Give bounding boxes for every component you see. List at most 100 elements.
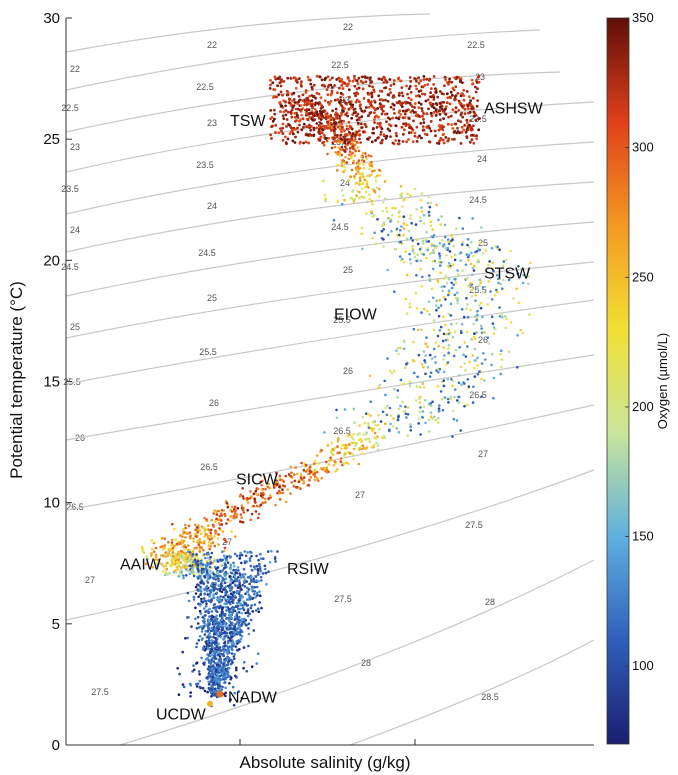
data-point	[188, 531, 192, 534]
data-point	[360, 115, 364, 119]
data-point	[451, 263, 455, 267]
data-point	[439, 136, 443, 140]
data-point	[329, 456, 332, 460]
data-point	[470, 251, 473, 255]
data-point	[472, 269, 476, 272]
data-point	[240, 561, 243, 565]
data-point	[215, 678, 218, 682]
data-point	[424, 342, 428, 345]
data-point	[428, 313, 431, 316]
data-point	[435, 244, 438, 248]
data-point	[189, 691, 192, 694]
data-point	[422, 213, 426, 217]
data-point	[166, 561, 169, 565]
data-point	[345, 161, 349, 164]
data-point	[440, 398, 444, 401]
data-point	[214, 581, 217, 585]
data-point	[456, 399, 459, 402]
data-point	[182, 574, 185, 577]
data-point	[286, 110, 290, 114]
data-point	[215, 645, 218, 649]
data-point	[442, 379, 446, 383]
data-point	[475, 331, 479, 334]
data-point	[498, 306, 501, 309]
data-point	[257, 516, 260, 520]
data-point	[406, 434, 410, 437]
data-point	[318, 75, 322, 79]
data-point	[207, 619, 211, 623]
data-point	[239, 629, 243, 632]
data-point	[258, 590, 261, 593]
data-point	[342, 110, 345, 113]
data-point	[208, 650, 212, 653]
colorbar-tick-label: 150	[632, 529, 654, 544]
data-point	[487, 342, 491, 345]
data-point	[329, 458, 333, 462]
data-point	[294, 135, 297, 139]
data-point	[428, 77, 432, 81]
data-point	[430, 287, 434, 291]
data-point	[348, 147, 352, 150]
data-point	[235, 591, 239, 595]
data-point	[472, 141, 476, 145]
data-point	[420, 363, 424, 366]
data-point	[349, 197, 352, 200]
data-point	[369, 400, 373, 404]
data-point	[216, 566, 220, 569]
data-point	[296, 472, 299, 476]
data-point	[281, 491, 285, 495]
data-point	[377, 413, 380, 417]
data-point	[456, 299, 459, 302]
data-point	[209, 555, 212, 559]
data-point	[364, 190, 368, 194]
data-point	[343, 129, 346, 133]
data-point	[421, 239, 425, 243]
data-point	[232, 655, 236, 658]
data-point	[340, 130, 343, 134]
data-point	[373, 111, 376, 115]
data-point	[206, 609, 210, 612]
y-tick-label: 20	[43, 252, 60, 269]
data-point	[210, 537, 213, 541]
data-point	[488, 260, 491, 263]
data-point	[367, 105, 371, 109]
data-point	[187, 550, 190, 553]
data-point	[414, 291, 418, 295]
data-point	[289, 492, 292, 495]
data-point	[384, 393, 387, 397]
data-point	[463, 107, 467, 111]
data-point	[270, 125, 273, 129]
data-point	[409, 262, 413, 265]
data-point	[468, 140, 472, 144]
data-point	[428, 101, 432, 105]
data-point	[438, 113, 442, 116]
data-point	[378, 102, 382, 105]
data-point	[476, 364, 479, 367]
data-point	[348, 433, 351, 437]
data-point	[454, 281, 458, 284]
data-point	[315, 126, 318, 130]
data-point	[341, 194, 345, 197]
data-point	[220, 519, 223, 522]
data-point	[400, 225, 403, 228]
data-point	[409, 236, 413, 240]
data-point	[365, 157, 369, 161]
data-point	[210, 599, 213, 602]
isopycnal-line	[65, 261, 595, 339]
data-point	[382, 223, 385, 227]
data-point	[243, 585, 247, 588]
data-point	[164, 551, 168, 554]
data-point	[307, 483, 311, 487]
data-point	[377, 195, 381, 198]
data-point	[302, 141, 305, 145]
data-point	[422, 253, 426, 256]
data-point	[308, 478, 311, 482]
data-point	[193, 565, 197, 569]
data-point	[367, 98, 370, 102]
data-point	[326, 93, 330, 96]
isopycnal-label: 28.5	[481, 692, 499, 702]
data-point	[156, 564, 159, 567]
data-point	[163, 573, 167, 577]
data-point	[231, 611, 234, 614]
